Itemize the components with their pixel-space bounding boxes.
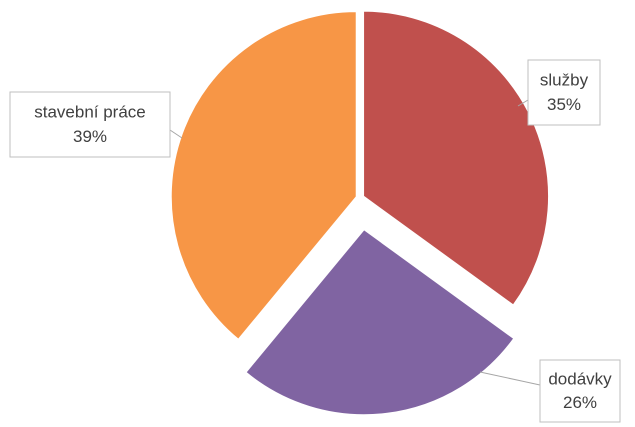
label-box xyxy=(9,91,171,158)
label-box xyxy=(527,59,601,126)
leader-line xyxy=(479,371,541,386)
pie-slice xyxy=(170,11,357,340)
category-label: stavební práce xyxy=(34,102,146,121)
label-box xyxy=(539,359,621,423)
pie-slice xyxy=(245,229,515,416)
value-label: 39% xyxy=(73,127,107,146)
value-label: 35% xyxy=(547,95,581,114)
leader-line xyxy=(517,99,529,107)
leader-line xyxy=(169,129,183,139)
category-label: služby xyxy=(540,70,589,89)
value-label: 26% xyxy=(563,393,597,412)
category-label: dodávky xyxy=(548,369,612,388)
